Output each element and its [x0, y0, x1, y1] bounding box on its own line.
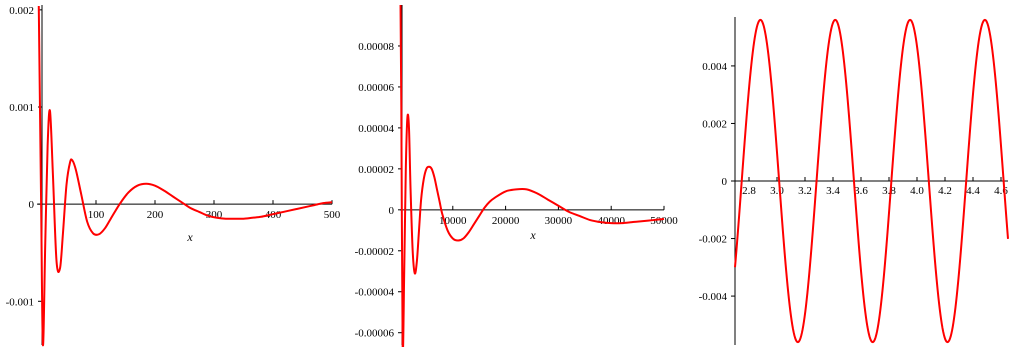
y-tick-label: 0.002: [9, 5, 34, 17]
y-tick-label: -0.00002: [355, 246, 394, 258]
y-tick-label: 0.002: [702, 118, 727, 130]
y-tick-label: 0: [722, 176, 728, 188]
y-tick-label: 0.00002: [358, 164, 394, 176]
x-tick-label: 4.0: [910, 185, 924, 197]
x-axis-title: x: [186, 230, 193, 244]
y-tick-label: 0: [389, 205, 395, 217]
x-tick-label: 4.4: [966, 185, 980, 197]
x-tick-label: 200: [147, 209, 164, 221]
x-tick-label: 20000: [492, 215, 520, 227]
chart-3: 2.8 3.0 3.2 3.4 3.6 3.8 4.0 4.2 4.4 4.6 0.004 0.002…: [699, 17, 1009, 345]
series-line: [37, 5, 333, 347]
x-tick-label: 30000: [545, 215, 573, 227]
series-line: [399, 4, 665, 347]
x-tick-label: 500: [324, 209, 341, 221]
x-tick-label: 2.8: [742, 185, 756, 197]
x-tick-label: 3.2: [798, 185, 812, 197]
x-tick-label: 50000: [650, 215, 678, 227]
x-tick-label: 3.6: [854, 185, 868, 197]
y-tick-label: -0.004: [699, 291, 728, 303]
x-tick-label: 4.2: [938, 185, 952, 197]
x-axis-title: x: [529, 228, 536, 242]
y-tick-label: -0.002: [699, 234, 727, 246]
x-tick-label: 3.0: [770, 185, 784, 197]
y-tick-label: 0: [29, 199, 35, 211]
y-tick-label: 0.001: [9, 102, 34, 114]
y-tick-label: -0.00006: [355, 328, 395, 340]
x-tick-label: 3.4: [826, 185, 840, 197]
chart-2: 10000 20000 30000 40000 500000.000080.000060…: [355, 4, 678, 347]
y-tick-label: 0.00004: [358, 123, 394, 135]
x-tick-label: 40000: [597, 215, 625, 227]
x-tick-label: 3.8: [882, 185, 896, 197]
y-tick-label: -0.00004: [355, 287, 395, 299]
y-tick-label: 0.004: [702, 61, 727, 73]
series-line: [734, 18, 1009, 344]
y-tick-label: 0.00008: [358, 41, 394, 53]
x-tick-label: 100: [88, 209, 105, 221]
y-tick-label: 0.00006: [358, 82, 394, 94]
x-tick-label: 4.6: [994, 185, 1008, 197]
y-tick-label: -0.001: [6, 296, 34, 308]
